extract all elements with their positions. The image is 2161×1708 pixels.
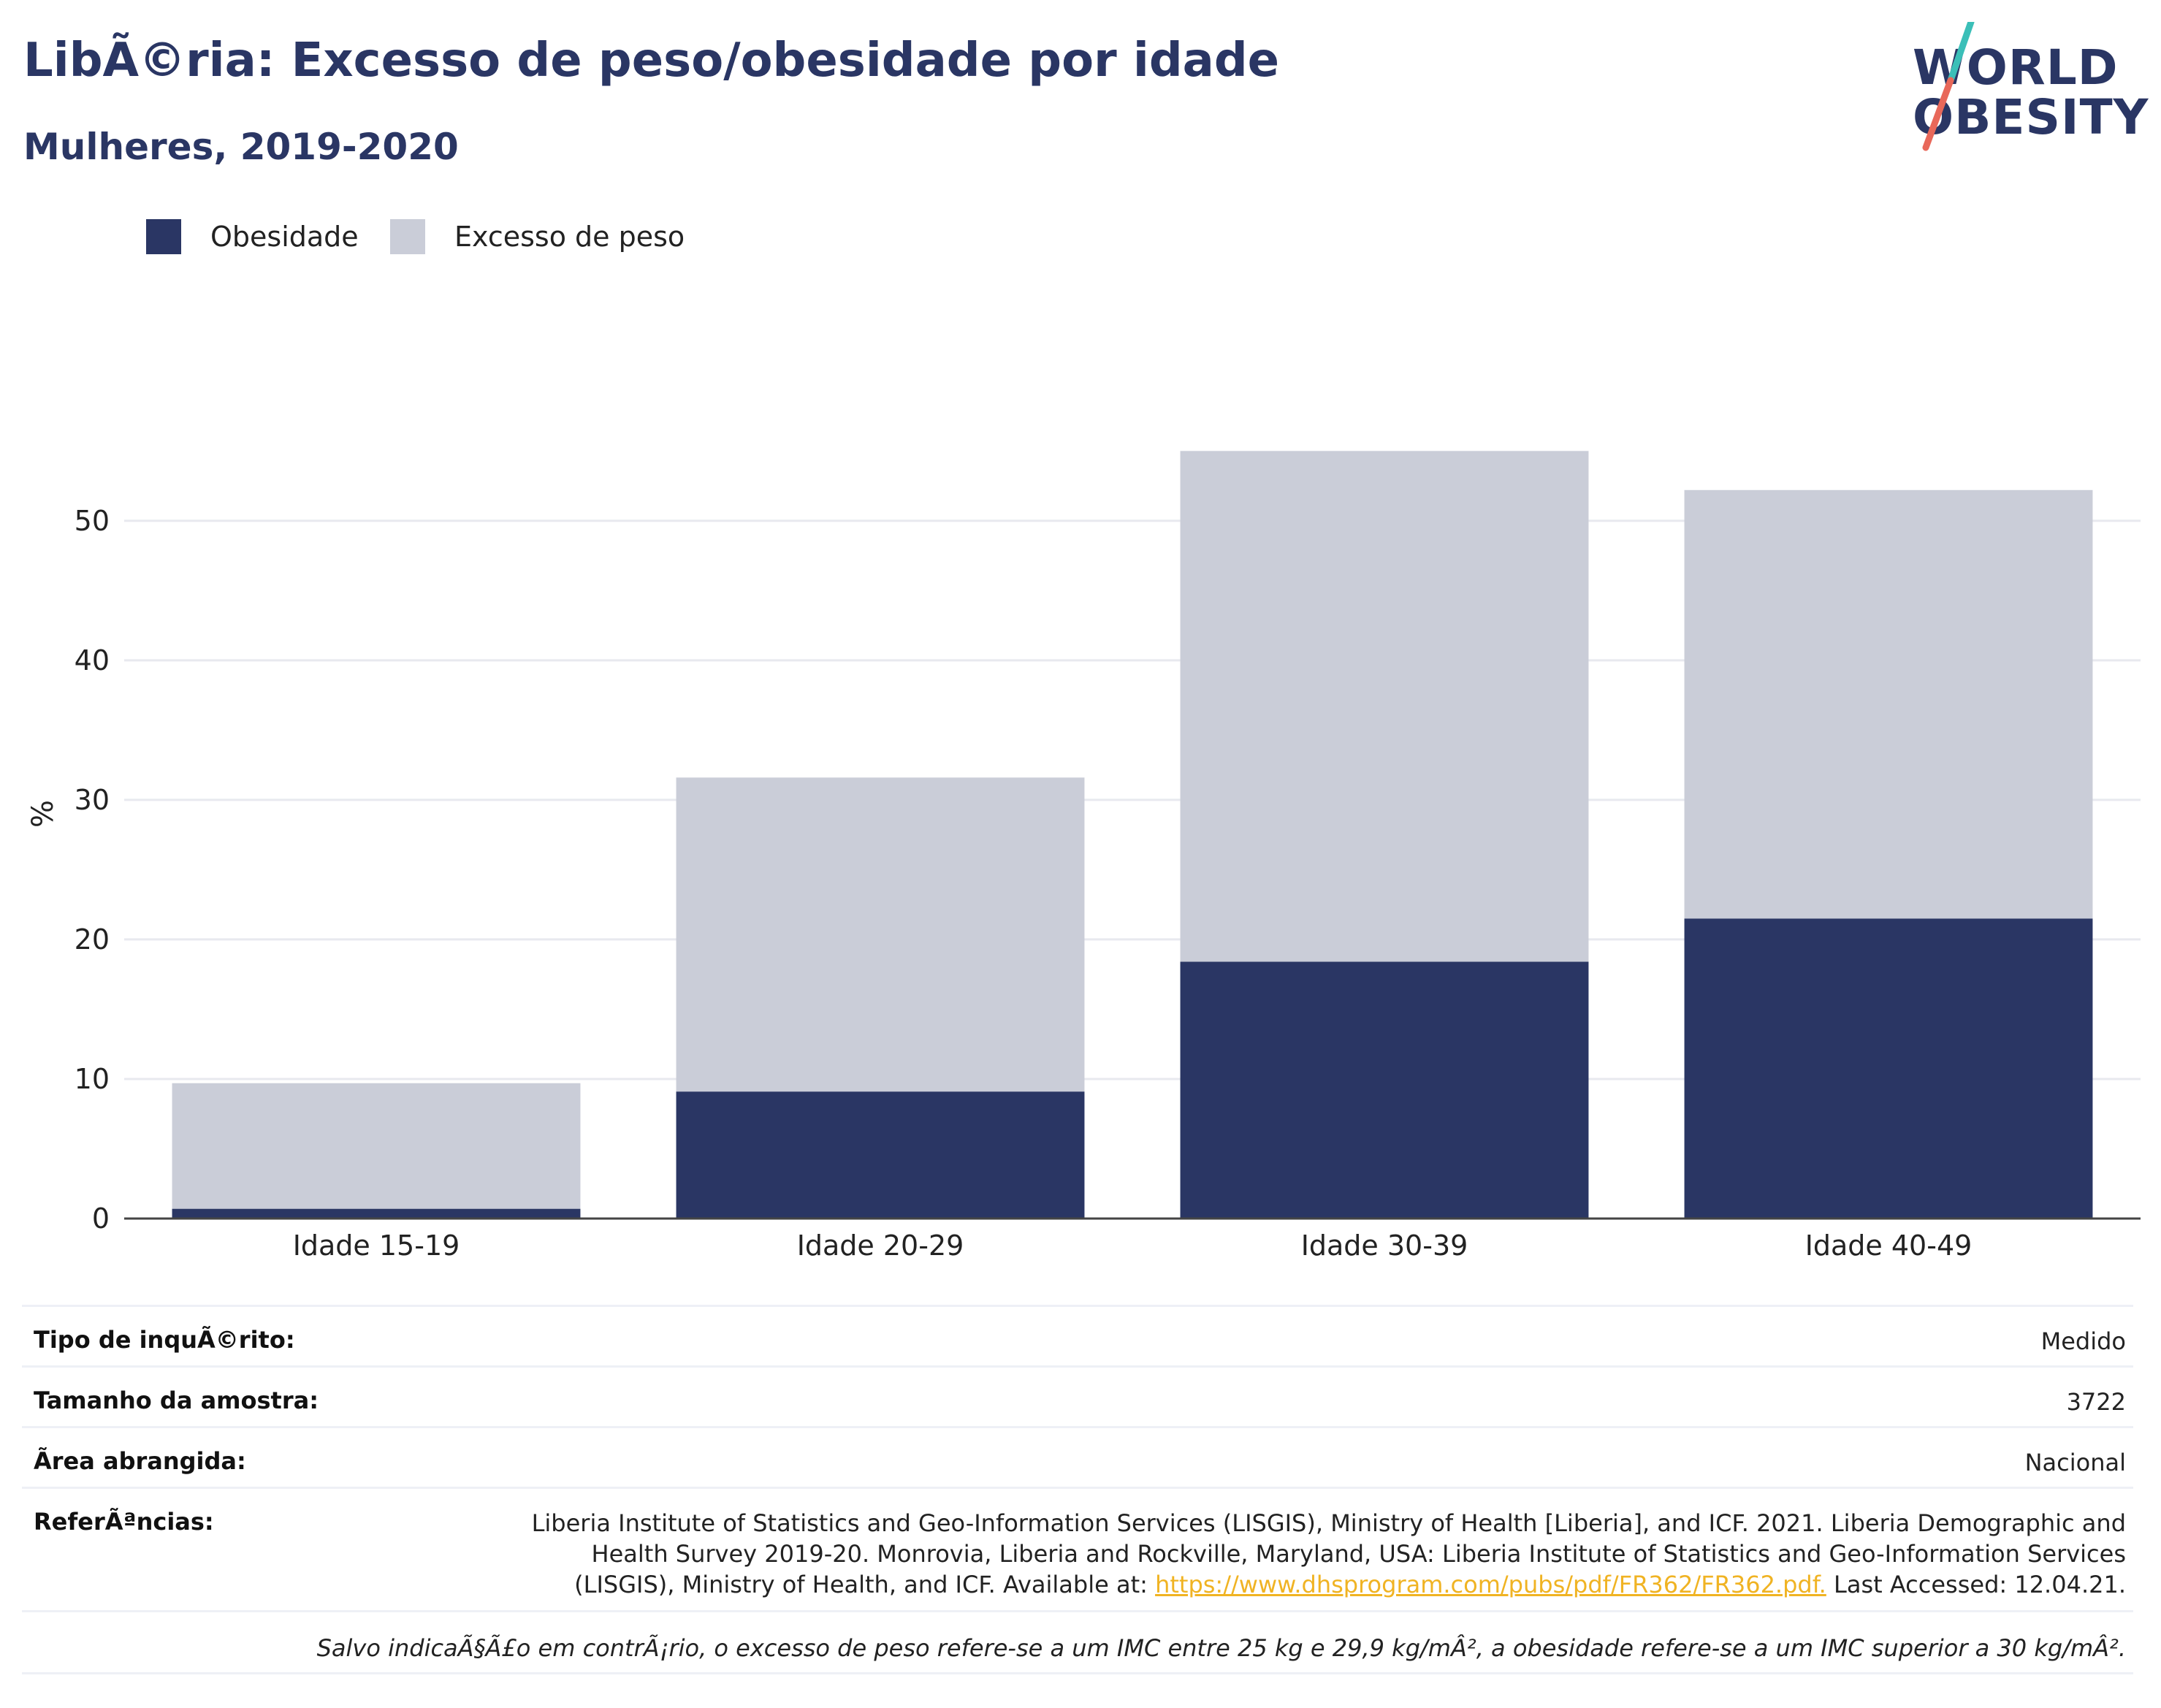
bar-obesity (1685, 918, 2093, 1219)
page-subtitle: Mulheres, 2019-2020 (23, 126, 459, 168)
info-row-survey-type: Tipo de inquÃ©rito: Medido (22, 1305, 2133, 1365)
survey-type-value: Medido (2041, 1326, 2126, 1357)
references-label: ReferÃªncias: (34, 1508, 214, 1536)
survey-info-table: Tipo de inquÃ©rito: Medido Tamanho da am… (22, 1305, 2133, 1674)
area-label: Ã rea abrangida: (34, 1447, 246, 1475)
info-row-references: ReferÃªncias: Liberia Institute of Stati… (22, 1487, 2133, 1610)
references-suffix: Last Accessed: 12.04.21. (1826, 1571, 2126, 1598)
y-tick-label: 0 (92, 1202, 110, 1235)
info-row-note: Salvo indicaÃ§Ã£o em contrÃ¡rio, o exces… (22, 1610, 2133, 1672)
logo-slash-icon (1899, 22, 2141, 153)
y-tick-label: 20 (75, 923, 110, 956)
legend-label-overweight: Excesso de peso (454, 221, 685, 253)
references-link[interactable]: https://www.dhsprogram.com/pubs/pdf/FR36… (1155, 1571, 1826, 1598)
bmi-definition-note: Salvo indicaÃ§Ã£o em contrÃ¡rio, o exces… (317, 1634, 2126, 1662)
x-tick-label: Idade 40-49 (1805, 1229, 1973, 1262)
y-tick-label: 30 (75, 784, 110, 816)
bar-overweight (1181, 451, 1589, 961)
sample-size-label: Tamanho da amostra: (34, 1387, 319, 1414)
stacked-bar-chart: 0 10 20 30 40 50% Idade 15-19 Idade 20-29 Idade … (0, 278, 2161, 1271)
survey-type-label: Tipo de inquÃ©rito: (34, 1326, 295, 1354)
y-tick-label: 40 (75, 644, 110, 676)
info-row-area: Ã rea abrangida: Nacional (22, 1426, 2133, 1487)
x-tick-label: Idade 15-19 (293, 1229, 460, 1262)
legend-label-obesity: Obesidade (210, 221, 359, 253)
area-value: Nacional (2025, 1447, 2126, 1478)
bar-obesity (1181, 961, 1589, 1219)
bar-obesity (172, 1209, 581, 1219)
page-title: LibÃ©ria: Excesso de peso/obesidade por … (23, 34, 1279, 88)
y-tick-label: 10 (75, 1063, 110, 1095)
y-tick-label: 50 (75, 505, 110, 537)
x-tick-label: Idade 30-39 (1301, 1229, 1468, 1262)
references-text: Liberia Institute of Statistics and Geo-… (519, 1508, 2126, 1600)
y-axis-title: % (26, 800, 60, 828)
bar-overweight (676, 777, 1085, 1091)
info-table-bottom-border (22, 1672, 2133, 1674)
bar-overweight (1685, 490, 2093, 918)
info-row-sample-size: Tamanho da amostra: 3722 (22, 1365, 2133, 1426)
x-tick-label: Idade 20-29 (797, 1229, 964, 1262)
sample-size-value: 3722 (2067, 1387, 2126, 1417)
bar-obesity (676, 1091, 1085, 1219)
world-obesity-logo: WORLD OBESITY (1899, 22, 2141, 153)
legend-swatch-obesity (146, 219, 181, 254)
bar-overweight (172, 1083, 581, 1209)
legend-swatch-overweight (390, 219, 425, 254)
